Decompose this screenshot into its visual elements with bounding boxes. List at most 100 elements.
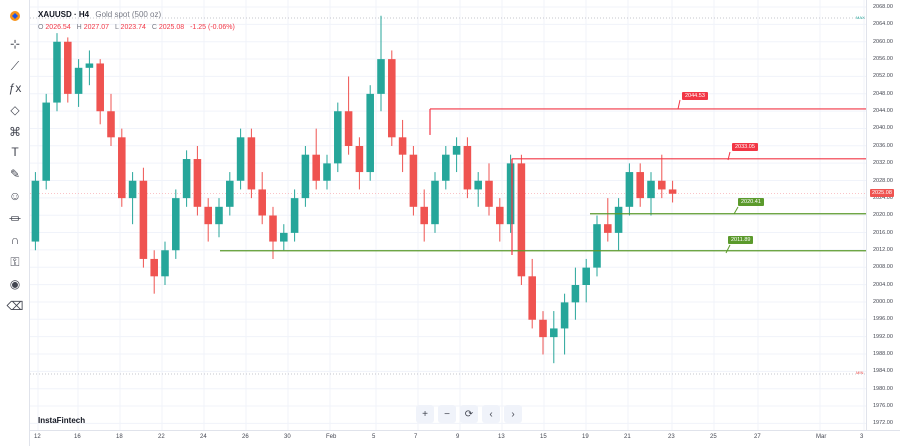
price-tick: 2036.00 — [873, 142, 893, 149]
time-tick: 9 — [456, 434, 460, 440]
price-tick: 2056.00 — [873, 56, 893, 63]
candle — [139, 167, 148, 268]
candle — [172, 189, 180, 259]
candlestick-plot[interactable] — [30, 0, 866, 430]
candle — [280, 224, 288, 251]
price-tick: 2060.00 — [873, 38, 893, 45]
candle — [31, 172, 40, 251]
candle — [312, 128, 320, 190]
candle-body — [528, 276, 536, 320]
candle — [301, 146, 310, 207]
candle-body — [323, 163, 331, 181]
prediction-icon[interactable]: ⌘ — [9, 125, 21, 139]
candle — [668, 180, 677, 203]
candle-body — [420, 206, 428, 225]
candle — [215, 198, 223, 238]
open-value: 2026.54 — [45, 24, 71, 31]
fib-icon[interactable]: ƒx — [8, 81, 22, 95]
price-tick: 2032.00 — [873, 160, 893, 167]
candle — [226, 172, 234, 216]
price-tick: 2004.00 — [873, 281, 893, 288]
candle-body — [398, 137, 407, 155]
scroll-back-button[interactable]: ‹ — [482, 405, 500, 423]
time-tick: 30 — [284, 434, 291, 440]
time-tick: 12 — [34, 434, 41, 440]
candle-body — [269, 215, 277, 242]
candle-body — [431, 180, 439, 225]
candle — [614, 198, 623, 251]
eye-icon[interactable]: ◉ — [9, 277, 21, 291]
scroll-forward-button[interactable]: › — [504, 405, 522, 423]
candle-body — [366, 93, 374, 173]
candle — [636, 163, 644, 207]
price-tick: 2040.00 — [873, 125, 893, 132]
candle-body — [74, 67, 83, 94]
candle-body — [442, 154, 450, 181]
candle-body — [636, 172, 644, 199]
close-value: 2025.08 — [158, 24, 185, 31]
price-tick: 1984.00 — [873, 368, 893, 375]
candle-body — [236, 137, 245, 181]
zoom-in-button[interactable]: + — [416, 405, 434, 423]
price-tick: 1996.00 — [873, 316, 893, 323]
candle — [128, 172, 137, 225]
magnet-icon[interactable]: ∩ — [10, 233, 20, 247]
measure-icon[interactable]: ⏛ — [8, 211, 21, 226]
candle-body — [550, 328, 558, 338]
price-tick: 2000.00 — [873, 298, 893, 305]
price-tick: 2064.00 — [873, 21, 893, 28]
zoom-out-button[interactable]: − — [438, 405, 456, 423]
candle-body — [258, 189, 266, 216]
candle — [442, 146, 450, 190]
symbol-legend: XAUUSD · H4 Gold spot (500 oz) — [38, 10, 161, 19]
trend-line-icon[interactable]: ⟋ — [10, 58, 20, 73]
high-value: 2027.07 — [83, 24, 109, 31]
candle-body — [560, 302, 569, 329]
candle-body — [463, 146, 472, 190]
candle — [118, 128, 126, 207]
candle-body — [334, 111, 342, 164]
candle-body — [517, 163, 526, 277]
candle-body — [668, 189, 677, 194]
time-tick: 25 — [710, 434, 717, 440]
candle-body — [614, 206, 623, 233]
price-scale[interactable]: 2068.00 2064.00 2060.00 2056.00 2052.00 2048.… — [866, 0, 900, 430]
candle — [528, 258, 536, 329]
price-chart[interactable] — [30, 0, 866, 430]
crosshair-icon[interactable]: ⊹ — [9, 37, 21, 51]
candle-body — [128, 180, 137, 199]
candle-body — [85, 63, 94, 68]
candle-body — [474, 180, 482, 190]
candle — [290, 189, 299, 242]
trash-icon[interactable]: ⌫ — [6, 299, 24, 313]
price-tick: 1980.00 — [873, 385, 893, 392]
time-tick: 27 — [754, 434, 761, 440]
candle — [560, 293, 569, 355]
candle-body — [506, 163, 515, 225]
candle-body — [118, 137, 126, 199]
candle-body — [182, 159, 191, 199]
candle-body — [247, 137, 256, 190]
candle — [604, 198, 612, 242]
candle — [463, 137, 472, 199]
emoji-icon[interactable]: ☺ — [8, 189, 22, 203]
candle-body — [172, 198, 180, 251]
time-scale[interactable]: 12 16 18 22 24 26 30 Feb 5 7 9 13 15 19 21 23 25 27 Mar 3 — [30, 430, 900, 446]
candle — [398, 119, 407, 173]
candle — [107, 93, 115, 146]
price-tick: 1992.00 — [873, 333, 893, 340]
high-marker: MAX — [856, 15, 865, 20]
lock-icon[interactable]: ⚿ — [10, 254, 20, 269]
reset-button[interactable]: ⟳ — [460, 405, 478, 423]
candle-body — [625, 172, 634, 207]
candle — [658, 154, 666, 199]
candle-body — [161, 250, 169, 277]
brush-icon[interactable]: ✎ — [9, 167, 21, 181]
candle-body — [344, 111, 353, 146]
price-tick: 1972.00 — [873, 420, 893, 427]
pattern-icon[interactable]: ◇ — [10, 103, 20, 117]
candle — [355, 137, 364, 190]
candle — [74, 59, 83, 107]
text-icon[interactable]: T — [11, 145, 19, 159]
open-label: O — [38, 24, 44, 31]
